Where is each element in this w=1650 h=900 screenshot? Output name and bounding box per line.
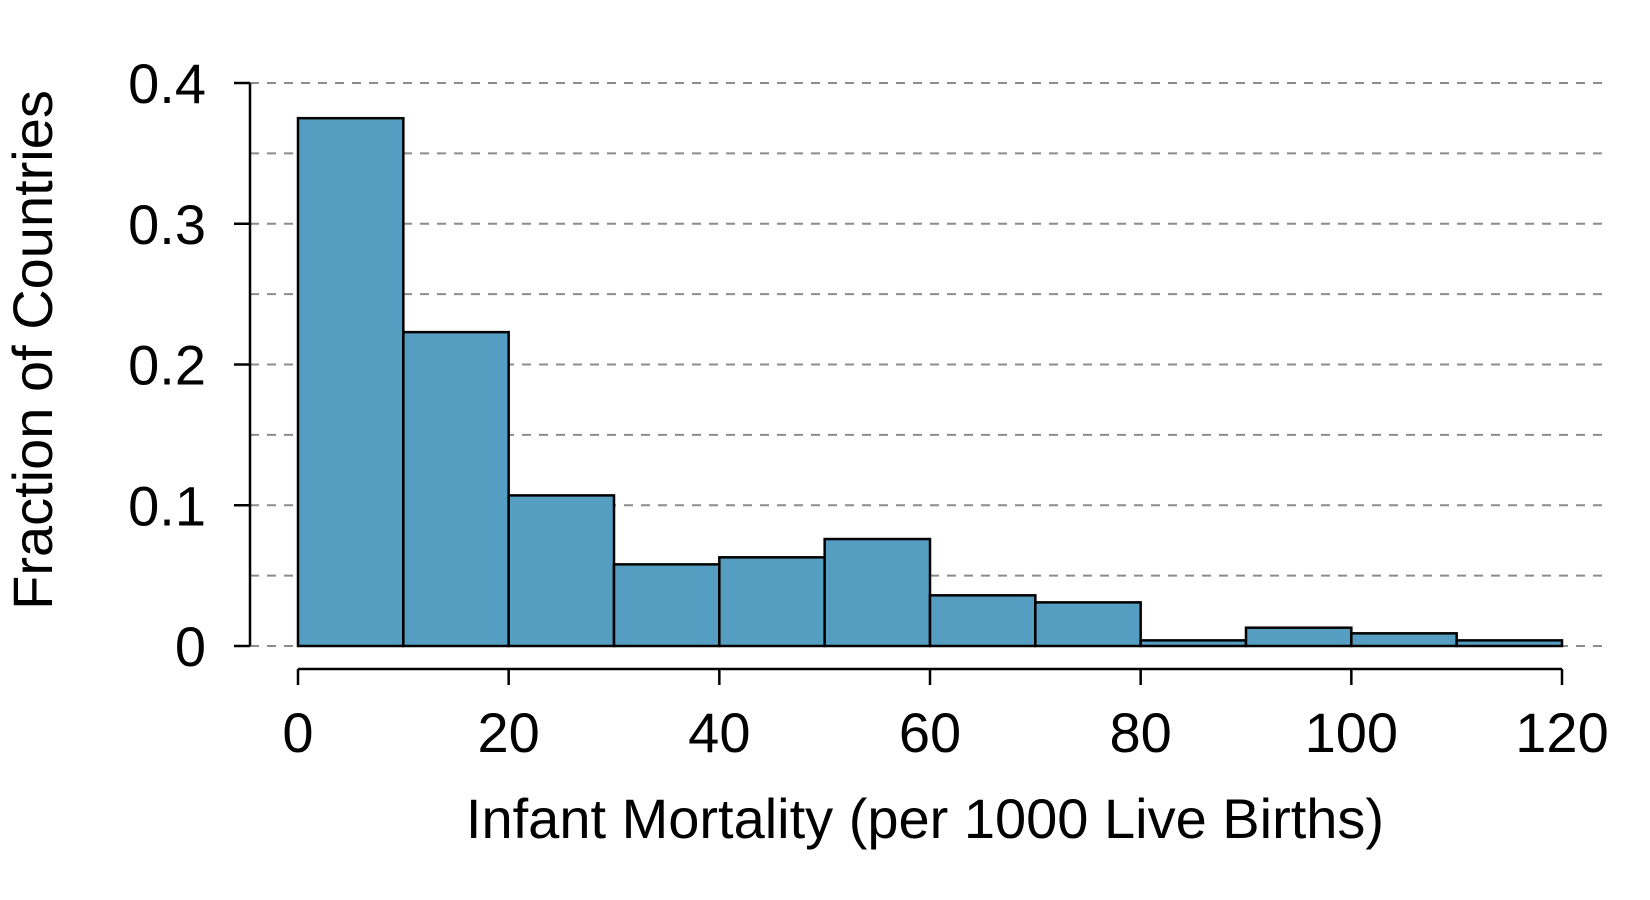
y-axis-title: Fraction of Countries bbox=[1, 90, 64, 610]
x-tick-label: 60 bbox=[899, 701, 961, 764]
histogram-bar bbox=[296, 116, 405, 648]
histogram-bar bbox=[1350, 632, 1458, 648]
histogram-bar bbox=[1034, 601, 1142, 648]
x-tick-label: 20 bbox=[478, 701, 540, 764]
y-tick-label: 0.1 bbox=[128, 474, 206, 537]
x-tick-label: 120 bbox=[1515, 701, 1608, 764]
histogram-bars bbox=[296, 116, 1564, 648]
x-axis-title: Infant Mortality (per 1000 Live Births) bbox=[466, 787, 1384, 850]
histogram-bar bbox=[612, 563, 721, 648]
y-tick-label: 0.4 bbox=[128, 52, 206, 115]
x-tick-label: 0 bbox=[282, 701, 313, 764]
tick-labels: 0 0.1 0.2 0.3 0.4 0 20 40 60 80 100 120 bbox=[128, 52, 1609, 764]
axes bbox=[234, 81, 1564, 685]
histogram-bar bbox=[718, 556, 826, 648]
x-tick-label: 100 bbox=[1305, 701, 1398, 764]
histogram-bar bbox=[507, 494, 616, 648]
histogram-bar bbox=[1244, 626, 1353, 648]
y-tick-label: 0.2 bbox=[128, 334, 206, 397]
y-tick-label: 0.3 bbox=[128, 193, 206, 256]
x-tick-label: 80 bbox=[1110, 701, 1172, 764]
histogram-bar bbox=[928, 594, 1037, 648]
histogram-bar bbox=[1455, 639, 1564, 648]
histogram-bar bbox=[1139, 639, 1248, 648]
x-tick-label: 40 bbox=[688, 701, 750, 764]
histogram-bar bbox=[823, 537, 932, 648]
y-tick-label: 0 bbox=[175, 615, 206, 678]
histogram-bar bbox=[402, 330, 510, 648]
